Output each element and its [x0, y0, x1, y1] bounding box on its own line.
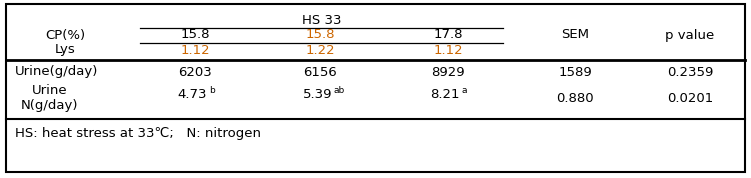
Text: p value: p value — [665, 28, 715, 41]
Text: Lys: Lys — [55, 43, 75, 56]
Text: CP(%): CP(%) — [45, 28, 85, 41]
Text: ab: ab — [334, 86, 345, 95]
Text: 8.21: 8.21 — [430, 88, 460, 101]
Text: Urine: Urine — [32, 83, 68, 96]
Text: 1.12: 1.12 — [180, 43, 210, 56]
Text: 5.39: 5.39 — [303, 88, 332, 101]
Text: 4.73: 4.73 — [177, 88, 207, 101]
Text: 15.8: 15.8 — [305, 28, 335, 41]
Text: 0.880: 0.880 — [556, 91, 594, 104]
Text: HS: heat stress at 33℃;   N: nitrogen: HS: heat stress at 33℃; N: nitrogen — [15, 127, 261, 140]
Text: 0.2359: 0.2359 — [667, 66, 713, 78]
Text: 1.12: 1.12 — [433, 43, 463, 56]
Text: Urine(g/day): Urine(g/day) — [15, 66, 98, 78]
Text: 6203: 6203 — [178, 66, 212, 78]
Text: 0.0201: 0.0201 — [667, 91, 713, 104]
Text: N(g/day): N(g/day) — [21, 100, 79, 112]
Text: 8929: 8929 — [431, 66, 465, 78]
Text: 1589: 1589 — [558, 66, 592, 78]
Text: 1.22: 1.22 — [305, 43, 335, 56]
Text: b: b — [209, 86, 215, 95]
Text: 17.8: 17.8 — [433, 28, 463, 41]
Text: 6156: 6156 — [303, 66, 337, 78]
Text: SEM: SEM — [561, 28, 589, 41]
Text: a: a — [462, 86, 468, 95]
Text: 15.8: 15.8 — [180, 28, 210, 41]
Text: HS 33: HS 33 — [302, 14, 341, 27]
